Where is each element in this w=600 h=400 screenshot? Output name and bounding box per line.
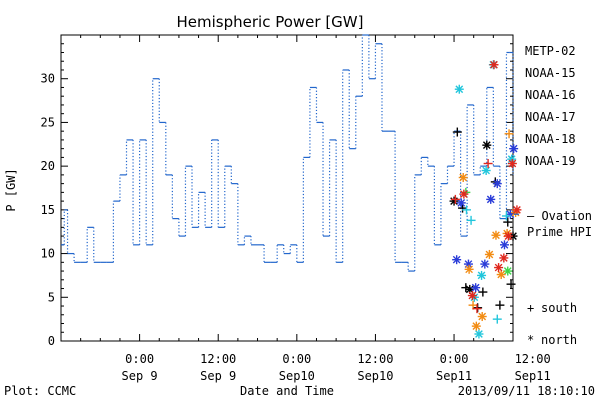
point-metp-02-north — [482, 140, 492, 150]
legend-noaa-15: NOAA-15 — [525, 66, 576, 80]
point-noaa-19-north — [503, 231, 513, 241]
point-noaa-16-south — [466, 215, 476, 225]
point-noaa-17-north — [503, 266, 513, 276]
chart-title: Hemispheric Power [GW] — [177, 13, 364, 31]
point-noaa-15-north — [456, 198, 466, 208]
point-noaa-18-north — [477, 312, 487, 322]
legend-noaa-17: NOAA-17 — [525, 110, 576, 124]
point-noaa-19-north — [489, 60, 499, 70]
x-tick-date: Sep 9 — [200, 369, 236, 383]
x-tick-date: Sep11 — [515, 369, 551, 383]
point-noaa-16-south — [501, 211, 511, 221]
x-tick-time: 12:00 — [357, 352, 393, 366]
x-tick-time: 0:00 — [125, 352, 154, 366]
point-noaa-19-north — [499, 253, 509, 263]
y-tick-label: 30 — [41, 72, 55, 86]
point-noaa-15-north — [471, 283, 481, 293]
satellite-points — [449, 60, 522, 339]
y-tick-label: 10 — [41, 247, 55, 261]
point-metp-02-south — [503, 217, 513, 227]
y-tick-label: 25 — [41, 115, 55, 129]
point-noaa-18-north — [464, 264, 474, 274]
x-axis-label: Date and Time — [240, 384, 334, 398]
point-noaa-18-north — [496, 270, 506, 280]
point-noaa-19-south — [450, 194, 460, 204]
point-noaa-18-north — [471, 321, 481, 331]
point-noaa-18-south — [504, 129, 514, 139]
legend-noaa-16: NOAA-16 — [525, 88, 576, 102]
point-noaa-16-north — [477, 270, 487, 280]
point-noaa-16-south — [492, 314, 502, 324]
footer-timestamp: 2013/09/11 18:10:10 — [458, 384, 595, 398]
point-metp-02-south — [506, 279, 516, 289]
point-noaa-15-north — [509, 144, 519, 154]
y-tick-label: 15 — [41, 203, 55, 217]
north-legend-label: north — [541, 333, 577, 347]
y-axis-label: P [GW] — [4, 168, 18, 211]
point-noaa-15-north — [486, 194, 496, 204]
legend-noaa-19: NOAA-19 — [525, 154, 576, 168]
point-noaa-19-south — [472, 304, 482, 314]
point-noaa-18-north — [458, 173, 468, 183]
legend-noaa-18: NOAA-18 — [525, 132, 576, 146]
x-tick-time: 0:00 — [440, 352, 469, 366]
point-metp-02-south — [495, 300, 505, 310]
ovation-legend-line2: Prime HPI — [527, 225, 592, 239]
point-noaa-15-north — [480, 259, 490, 269]
point-noaa-18-north — [484, 249, 494, 259]
point-noaa-18-north — [491, 230, 501, 240]
y-axis: 0 5 10 15 20 25 30 — [41, 43, 513, 348]
point-noaa-19-north — [459, 189, 469, 199]
point-noaa-19-north — [494, 263, 504, 273]
point-noaa-15-north — [452, 255, 462, 265]
x-axis: 0:00 Sep 9 12:00 Sep 9 0:00 Sep10 12:00 Sep10 0:… — [60, 35, 551, 383]
point-noaa-16-north — [474, 329, 484, 339]
x-tick-time: 0:00 — [282, 352, 311, 366]
x-tick-date: Sep10 — [357, 369, 393, 383]
x-tick-time: 12:00 — [200, 352, 236, 366]
point-noaa-19-north — [507, 159, 517, 169]
point-noaa-15-north — [499, 240, 509, 250]
y-tick-label: 20 — [41, 159, 55, 173]
point-noaa-16-north — [481, 166, 491, 176]
point-noaa-16-south — [461, 205, 471, 215]
x-tick-date: Sep11 — [436, 369, 472, 383]
north-legend-symbol: * — [527, 333, 534, 347]
x-tick-date: Sep 9 — [122, 369, 158, 383]
y-tick-label: 5 — [48, 290, 55, 304]
x-tick-date: Sep10 — [279, 369, 315, 383]
footer-plot-credit: Plot: CCMC — [4, 384, 76, 398]
satellite-legend: METP-02 NOAA-15 NOAA-16 NOAA-17 NOAA-18 NOAA-… — [514, 44, 576, 215]
ovation-legend-line1: – Ovation — [527, 209, 592, 223]
point-metp-02-south — [452, 127, 462, 137]
point-noaa-19-north — [467, 291, 477, 301]
point-noaa-15-north — [492, 179, 502, 189]
south-legend-label: south — [541, 301, 577, 315]
x-tick-time: 12:00 — [515, 352, 551, 366]
point-noaa-19-south — [483, 159, 493, 169]
point-metp-02-north — [449, 196, 459, 206]
south-legend-symbol: + — [527, 301, 534, 315]
legend-metp-02: METP-02 — [525, 44, 576, 58]
plot-frame — [60, 34, 514, 342]
ovation-series — [61, 34, 514, 272]
point-noaa-19-north — [512, 205, 522, 215]
point-metp-02-south — [478, 287, 488, 297]
point-noaa-16-north — [454, 84, 464, 94]
y-tick-label: 0 — [48, 334, 55, 348]
